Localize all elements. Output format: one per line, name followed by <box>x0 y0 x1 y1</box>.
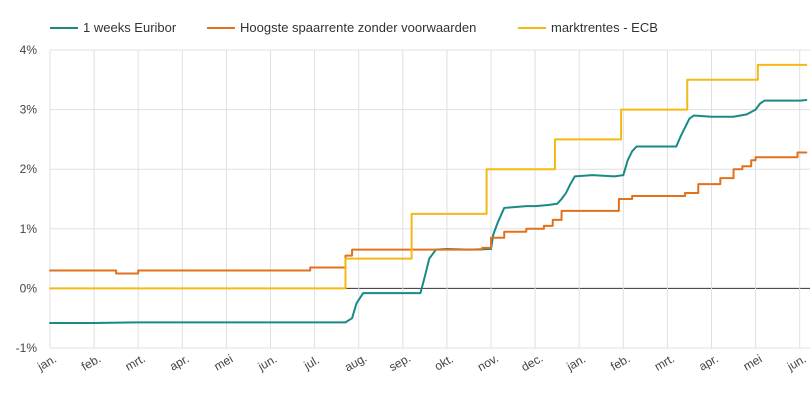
x-tick-label: aug. <box>342 351 369 375</box>
series-line-1 <box>49 99 808 324</box>
y-tick-label: 2% <box>20 162 38 176</box>
x-tick-label: jun. <box>255 352 280 374</box>
legend-label: 1 weeks Euribor <box>83 20 177 35</box>
y-tick-label: 3% <box>20 103 38 117</box>
x-tick-label: mrt. <box>123 351 148 373</box>
legend-label: Hoogste spaarrente zonder voorwaarden <box>240 20 476 35</box>
legend[interactable]: 1 weeks Euribor Hoogste spaarrente zonder… <box>50 20 658 35</box>
series-layer <box>49 63 808 324</box>
legend-item-3[interactable]: marktrentes - ECB <box>518 20 658 35</box>
legend-label: marktrentes - ECB <box>551 20 658 35</box>
x-tick-label: jan. <box>34 352 59 374</box>
legend-item-1[interactable]: 1 weeks Euribor <box>50 20 177 35</box>
x-tick-label: nov. <box>475 351 501 374</box>
x-tick-label: apr. <box>167 351 191 373</box>
x-tick-label: feb. <box>608 351 632 373</box>
x-tick-label: mei <box>212 352 236 374</box>
x-tick-label: dec. <box>519 351 546 374</box>
x-tick-label: jul. <box>301 353 322 373</box>
y-tick-label: 4% <box>20 43 38 57</box>
y-tick-label: -1% <box>16 341 38 355</box>
x-tick-label: sep. <box>386 351 413 374</box>
legend-item-2[interactable]: Hoogste spaarrente zonder voorwaarden <box>207 20 476 35</box>
x-tick-label: jun. <box>784 352 809 374</box>
x-tick-label: feb. <box>79 351 103 373</box>
x-tick-label: mei <box>741 352 765 374</box>
x-tick-label: mrt. <box>652 351 677 373</box>
series-line-3 <box>49 63 808 290</box>
y-tick-label: 0% <box>20 281 38 295</box>
axis-layer: 4%3%2%1%0%-1%jan. feb. mrt. apr. mei jun. jul.… <box>16 43 809 374</box>
x-tick-label: jan. <box>563 352 588 374</box>
x-tick-label: okt. <box>432 352 456 374</box>
x-tick-label: apr. <box>696 351 720 373</box>
y-tick-label: 1% <box>20 222 38 236</box>
grid-layer <box>49 49 810 349</box>
